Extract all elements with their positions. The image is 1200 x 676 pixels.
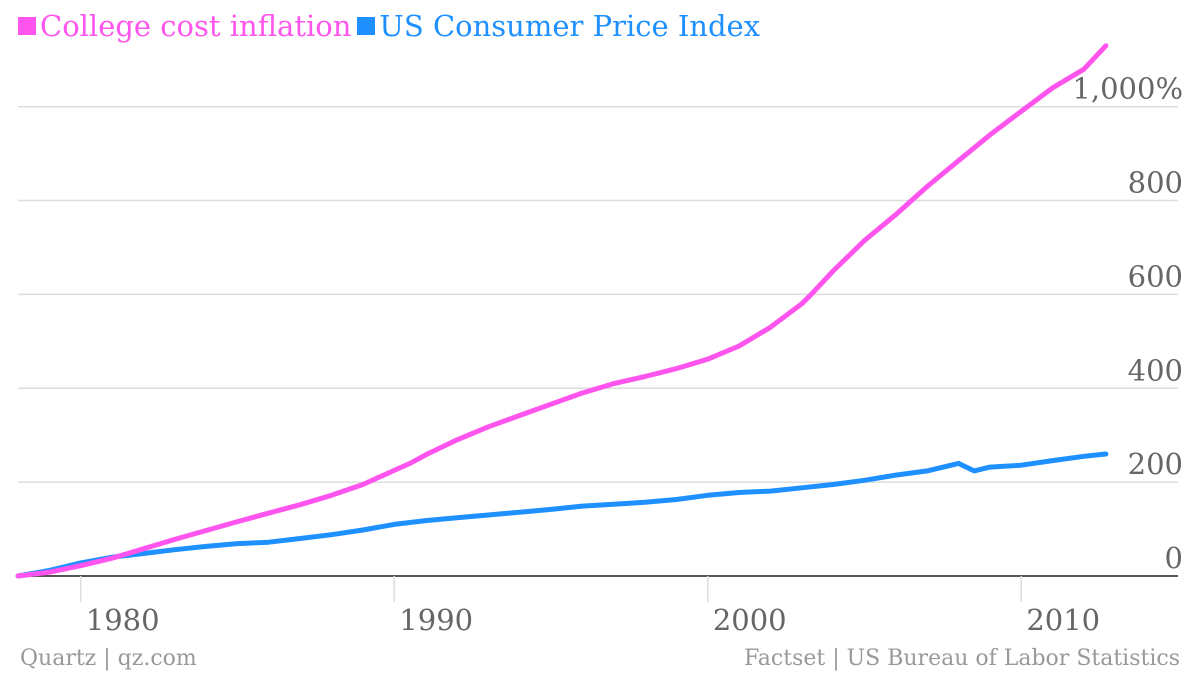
x-tick-label-1990: 1990 bbox=[399, 603, 473, 637]
legend-swatch-college bbox=[18, 17, 36, 35]
y-tick-label-800: 800 bbox=[1128, 166, 1183, 200]
legend: College cost inflation US Consumer Price… bbox=[18, 6, 766, 46]
legend-label-college: College cost inflation bbox=[40, 9, 352, 43]
y-tick-label-400: 400 bbox=[1128, 353, 1183, 387]
y-tick-label-0: 0 bbox=[1165, 541, 1183, 575]
footer-credit: Quartz | qz.com bbox=[20, 646, 197, 671]
x-tick-label-2000: 2000 bbox=[713, 603, 787, 637]
y-tick-label-200: 200 bbox=[1128, 447, 1183, 481]
series-line-cpi bbox=[15, 451, 1109, 579]
legend-swatch-cpi bbox=[357, 17, 376, 35]
y-tick-label-1000: 1,000% bbox=[1072, 72, 1183, 106]
x-tick-label-2010: 2010 bbox=[1026, 603, 1100, 637]
legend-item-college[interactable]: College cost inflation bbox=[18, 9, 351, 43]
series-line-college bbox=[15, 43, 1109, 579]
y-tick-label-600: 600 bbox=[1128, 259, 1183, 293]
footer-source: Factset | US Bureau of Labor Statistics bbox=[744, 646, 1180, 671]
x-tick-label-1980: 1980 bbox=[86, 603, 160, 637]
legend-item-cpi[interactable]: US Consumer Price Index bbox=[357, 9, 760, 43]
legend-label-cpi: US Consumer Price Index bbox=[379, 9, 761, 43]
